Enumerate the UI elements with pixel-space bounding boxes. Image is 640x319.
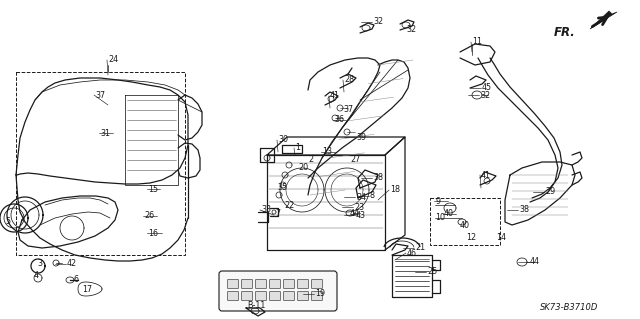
Text: 11: 11 — [472, 38, 482, 47]
Text: 15: 15 — [148, 184, 158, 194]
FancyBboxPatch shape — [298, 292, 308, 300]
FancyBboxPatch shape — [241, 292, 253, 300]
Text: 42: 42 — [67, 259, 77, 269]
FancyBboxPatch shape — [312, 292, 323, 300]
FancyBboxPatch shape — [298, 279, 308, 288]
Text: 32: 32 — [406, 26, 416, 34]
Text: 33: 33 — [261, 205, 271, 214]
Text: 8: 8 — [370, 191, 375, 201]
Text: 4: 4 — [34, 271, 39, 280]
Text: 14: 14 — [496, 233, 506, 241]
FancyBboxPatch shape — [227, 279, 239, 288]
Text: B-11: B-11 — [247, 301, 266, 310]
Text: 13: 13 — [322, 147, 332, 157]
Text: 41: 41 — [481, 170, 491, 180]
Text: FR.: FR. — [553, 26, 575, 39]
Text: 46: 46 — [407, 249, 417, 257]
Text: 40: 40 — [460, 220, 470, 229]
Text: 43: 43 — [356, 211, 366, 219]
Text: 6: 6 — [73, 276, 78, 285]
FancyBboxPatch shape — [312, 279, 323, 288]
Text: 30: 30 — [278, 136, 288, 145]
Text: 16: 16 — [148, 228, 158, 238]
Text: 31: 31 — [100, 129, 110, 137]
Text: 44: 44 — [530, 257, 540, 266]
Text: 19: 19 — [315, 290, 325, 299]
FancyBboxPatch shape — [284, 292, 294, 300]
Text: 7: 7 — [275, 209, 280, 218]
Text: 24: 24 — [108, 56, 118, 64]
Text: 2: 2 — [308, 154, 313, 164]
FancyBboxPatch shape — [269, 279, 280, 288]
Bar — [16, 72, 185, 255]
Text: 3: 3 — [37, 259, 42, 269]
FancyBboxPatch shape — [227, 292, 239, 300]
Text: 9: 9 — [435, 197, 440, 205]
FancyBboxPatch shape — [255, 279, 266, 288]
FancyBboxPatch shape — [219, 271, 337, 311]
Text: 34: 34 — [356, 192, 366, 202]
Text: 29: 29 — [545, 188, 556, 197]
Text: 23: 23 — [354, 203, 364, 211]
Text: 37: 37 — [343, 106, 353, 115]
Text: 44: 44 — [350, 209, 360, 218]
Polygon shape — [590, 11, 617, 29]
Text: 21: 21 — [415, 243, 425, 253]
FancyBboxPatch shape — [269, 292, 280, 300]
Text: 40: 40 — [444, 210, 454, 219]
Text: 35: 35 — [277, 183, 287, 192]
Text: 25: 25 — [427, 268, 437, 277]
Text: 5: 5 — [5, 218, 10, 226]
Text: 37: 37 — [95, 91, 105, 100]
FancyBboxPatch shape — [241, 279, 253, 288]
Text: 20: 20 — [298, 164, 308, 173]
Text: 12: 12 — [466, 233, 476, 241]
Text: 17: 17 — [82, 285, 92, 293]
Text: SK73-B3710D: SK73-B3710D — [540, 303, 598, 313]
Text: 36: 36 — [334, 115, 344, 124]
Text: 41: 41 — [330, 92, 340, 100]
Bar — [430, 198, 500, 245]
Text: 39: 39 — [356, 132, 366, 142]
Text: 26: 26 — [144, 211, 154, 220]
Text: 32: 32 — [373, 18, 383, 26]
Text: 18: 18 — [390, 186, 400, 195]
Text: 1: 1 — [295, 144, 300, 152]
Text: 10: 10 — [435, 213, 445, 222]
Text: 45: 45 — [482, 84, 492, 93]
Text: 28: 28 — [344, 76, 354, 85]
Text: 27: 27 — [350, 155, 360, 165]
Text: 38: 38 — [373, 174, 383, 182]
Text: 38: 38 — [519, 205, 529, 214]
Text: 22: 22 — [284, 202, 294, 211]
FancyBboxPatch shape — [255, 292, 266, 300]
Text: 32: 32 — [480, 91, 490, 100]
FancyBboxPatch shape — [284, 279, 294, 288]
